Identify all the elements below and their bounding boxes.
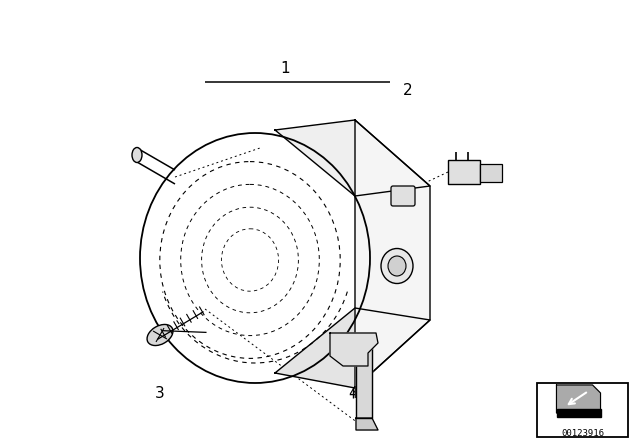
Text: 00123916: 00123916 [561,429,604,438]
Text: 4: 4 [348,385,358,401]
Text: 1: 1 [280,60,290,76]
Text: 3: 3 [155,385,165,401]
Polygon shape [557,385,600,413]
Polygon shape [275,120,430,196]
Polygon shape [355,120,430,388]
Ellipse shape [132,147,142,163]
Bar [557,409,600,417]
Bar [537,383,628,437]
Bar [480,164,502,182]
Polygon shape [275,308,430,388]
Text: 2: 2 [403,82,413,98]
Polygon shape [330,333,378,366]
Ellipse shape [147,324,173,345]
Bar [448,160,480,184]
FancyBboxPatch shape [391,186,415,206]
Ellipse shape [388,256,406,276]
Polygon shape [356,418,378,430]
Ellipse shape [381,249,413,284]
Polygon shape [356,338,372,418]
